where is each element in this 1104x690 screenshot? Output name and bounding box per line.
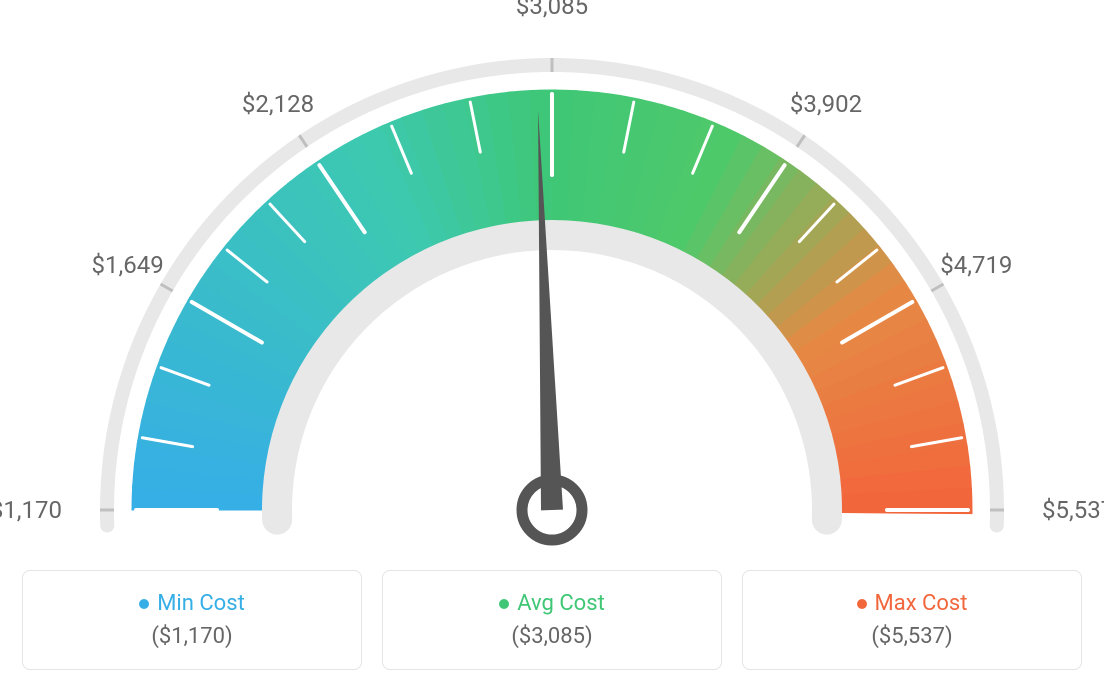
gauge-tick-label: $3,085 bbox=[516, 0, 588, 20]
legend-card-avg: Avg Cost ($3,085) bbox=[382, 570, 722, 670]
gauge-tick-label: $4,719 bbox=[940, 251, 1012, 279]
legend-card-max: Max Cost ($5,537) bbox=[742, 570, 1082, 670]
legend-row: Min Cost ($1,170) Avg Cost ($3,085) Max Cost… bbox=[22, 570, 1082, 670]
legend-title: Min Cost bbox=[43, 591, 341, 616]
legend-value: ($1,170) bbox=[43, 624, 341, 649]
legend-value: ($3,085) bbox=[403, 624, 701, 649]
legend-title: Avg Cost bbox=[403, 591, 701, 616]
gauge-tick-label: $1,170 bbox=[0, 496, 62, 524]
gauge-tick-label: $2,128 bbox=[242, 90, 314, 118]
gauge-tick-label: $5,537 bbox=[1042, 496, 1104, 524]
gauge-tick-label: $3,902 bbox=[790, 90, 862, 118]
legend-value: ($5,537) bbox=[763, 624, 1061, 649]
legend-card-min: Min Cost ($1,170) bbox=[22, 570, 362, 670]
gauge-tick-label: $1,649 bbox=[92, 251, 164, 279]
gauge-chart: $1,170$1,649$2,128$3,085$3,902$4,719$5,5… bbox=[22, 20, 1082, 550]
legend-title: Max Cost bbox=[763, 591, 1061, 616]
gauge-svg bbox=[22, 20, 1082, 560]
